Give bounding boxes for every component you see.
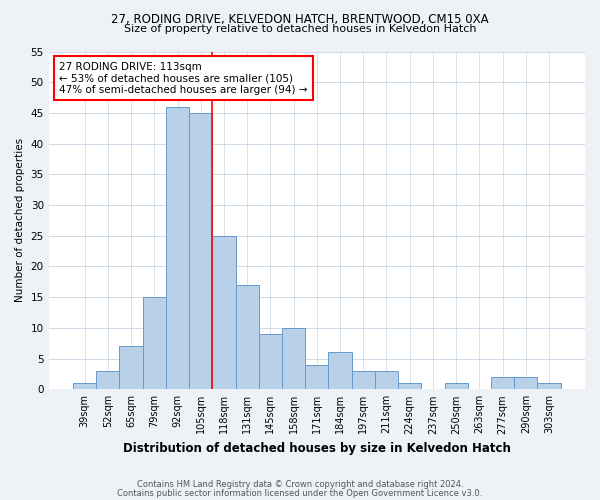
Bar — [375, 371, 398, 390]
Text: Size of property relative to detached houses in Kelvedon Hatch: Size of property relative to detached ho… — [124, 24, 476, 34]
Y-axis label: Number of detached properties: Number of detached properties — [15, 138, 25, 302]
Bar — [212, 236, 236, 390]
Bar — [398, 383, 421, 390]
Text: 27, RODING DRIVE, KELVEDON HATCH, BRENTWOOD, CM15 0XA: 27, RODING DRIVE, KELVEDON HATCH, BRENTW… — [111, 12, 489, 26]
Bar — [119, 346, 143, 390]
Bar — [73, 383, 96, 390]
Bar — [166, 107, 189, 390]
Bar — [236, 285, 259, 390]
Text: 27 RODING DRIVE: 113sqm
← 53% of detached houses are smaller (105)
47% of semi-d: 27 RODING DRIVE: 113sqm ← 53% of detache… — [59, 62, 308, 95]
Bar — [282, 328, 305, 390]
Bar — [189, 113, 212, 390]
Text: Contains public sector information licensed under the Open Government Licence v3: Contains public sector information licen… — [118, 489, 482, 498]
Bar — [328, 352, 352, 390]
Bar — [491, 377, 514, 390]
X-axis label: Distribution of detached houses by size in Kelvedon Hatch: Distribution of detached houses by size … — [123, 442, 511, 455]
Bar — [143, 297, 166, 390]
Bar — [259, 334, 282, 390]
Bar — [445, 383, 468, 390]
Bar — [538, 383, 560, 390]
Text: Contains HM Land Registry data © Crown copyright and database right 2024.: Contains HM Land Registry data © Crown c… — [137, 480, 463, 489]
Bar — [514, 377, 538, 390]
Bar — [305, 364, 328, 390]
Bar — [96, 371, 119, 390]
Bar — [352, 371, 375, 390]
